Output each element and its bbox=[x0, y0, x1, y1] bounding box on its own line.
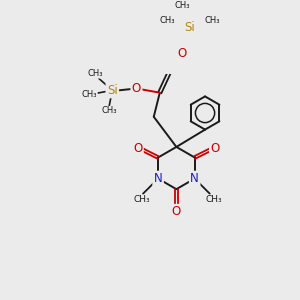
Text: N: N bbox=[190, 172, 199, 185]
Text: O: O bbox=[133, 142, 142, 155]
Text: Si: Si bbox=[184, 21, 195, 34]
Text: O: O bbox=[172, 205, 181, 218]
Text: Si: Si bbox=[107, 84, 118, 97]
Text: CH₃: CH₃ bbox=[134, 195, 151, 204]
Text: CH₃: CH₃ bbox=[206, 195, 223, 204]
Text: O: O bbox=[178, 47, 187, 60]
Text: CH₃: CH₃ bbox=[82, 90, 98, 99]
Text: CH₃: CH₃ bbox=[175, 2, 190, 10]
Text: O: O bbox=[210, 142, 220, 155]
Text: CH₃: CH₃ bbox=[101, 106, 117, 115]
Text: CH₃: CH₃ bbox=[88, 69, 103, 78]
Text: CH₃: CH₃ bbox=[205, 16, 220, 25]
Text: O: O bbox=[132, 82, 141, 94]
Text: N: N bbox=[154, 172, 163, 185]
Text: CH₃: CH₃ bbox=[160, 16, 175, 25]
